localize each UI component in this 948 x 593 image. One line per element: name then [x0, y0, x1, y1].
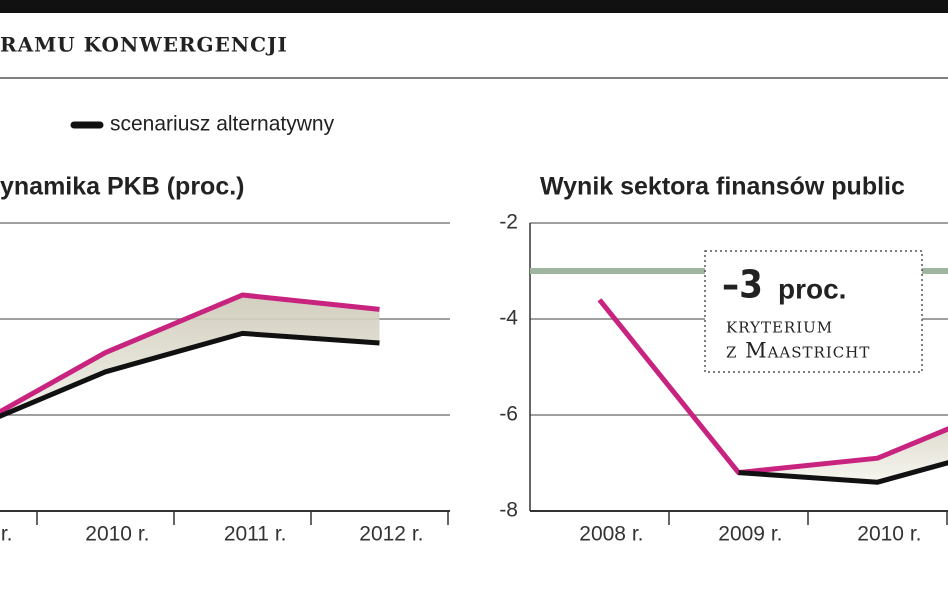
y-tick-label: -2 [499, 211, 518, 234]
annotation-box [704, 250, 923, 373]
line-series [597, 298, 948, 476]
charts: ynamika PKB (proc.) r. 2010 r. 2011 r. 2012 … [0, 173, 948, 546]
line-series [0, 330, 380, 419]
annotation-value: –3 [722, 263, 763, 307]
chart-title: ynamika PKB (proc.) [0, 173, 245, 201]
line-series [738, 460, 948, 485]
x-tick-label: 2010 r. [85, 523, 149, 546]
annotation-line: kryterium [726, 314, 833, 338]
y-tick-label: -6 [499, 403, 518, 426]
x-tick-label: 2012 r. [359, 523, 423, 546]
gap-area [0, 295, 380, 417]
y-tick-label: -4 [499, 307, 518, 330]
x-tick-label: r. [1, 523, 13, 546]
top-bar [0, 0, 948, 13]
chart-title: Wynik sektora finansów public [540, 173, 905, 201]
y-tick-label: -8 [499, 499, 518, 522]
header: RAMU KONWERGENCJI [0, 33, 288, 57]
annotation-unit: proc. [778, 273, 846, 304]
annotation-line: z Maastricht [726, 339, 870, 363]
x-tick-label: 2010 r. [857, 523, 921, 546]
line-series [0, 292, 380, 415]
legend-label: scenariusz alternatywny [110, 113, 335, 136]
x-tick-label: 2009 r. [718, 523, 782, 546]
x-tick-label: 2011 r. [224, 523, 287, 546]
x-tick-label: 2008 r. [579, 523, 643, 546]
